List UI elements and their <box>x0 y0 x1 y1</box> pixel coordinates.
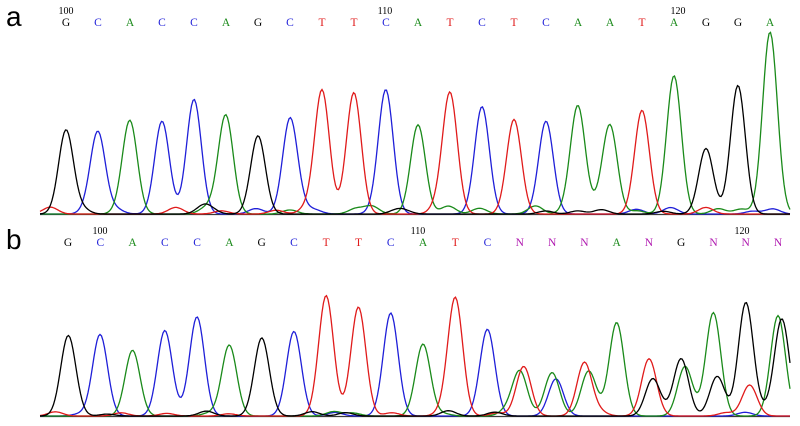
base-call-7: G <box>254 17 262 29</box>
position-label-110: 110 <box>411 226 426 237</box>
panel-label-b: b <box>6 224 22 255</box>
position-label-120: 120 <box>671 6 686 17</box>
base-call-19: N <box>645 237 654 249</box>
base-call-6: A <box>222 17 231 29</box>
trace-A <box>40 31 791 215</box>
base-call-21: G <box>702 17 710 29</box>
base-call-1: G <box>64 237 72 249</box>
trace-T <box>39 88 790 215</box>
base-call-1: G <box>62 17 70 29</box>
base-call-9: T <box>318 17 325 29</box>
base-call-16: C <box>542 17 550 29</box>
base-call-3: A <box>128 237 137 249</box>
panel-label-a: a <box>6 1 22 32</box>
base-call-12: A <box>419 237 428 249</box>
position-label-100: 100 <box>93 226 108 237</box>
base-call-3: A <box>126 17 135 29</box>
base-call-2: C <box>96 237 104 249</box>
base-call-5: C <box>190 17 198 29</box>
trace-G <box>39 84 790 215</box>
base-call-13: T <box>446 17 453 29</box>
base-call-15: N <box>516 237 525 249</box>
base-call-8: C <box>286 17 294 29</box>
base-call-16: N <box>548 237 557 249</box>
base-call-5: C <box>193 237 201 249</box>
base-call-13: T <box>452 237 459 249</box>
position-label-120: 120 <box>735 226 750 237</box>
position-label-110: 110 <box>378 6 393 17</box>
base-call-20: A <box>670 17 679 29</box>
base-call-11: C <box>382 17 390 29</box>
base-call-9: T <box>323 237 330 249</box>
base-call-18: A <box>606 17 615 29</box>
base-call-15: T <box>510 17 517 29</box>
base-call-7: G <box>257 237 265 249</box>
trace-C <box>40 89 791 215</box>
base-call-22: G <box>734 17 742 29</box>
base-call-10: T <box>355 237 362 249</box>
base-call-11: C <box>387 237 395 249</box>
base-call-10: T <box>350 17 357 29</box>
chromatogram-panel-b: G C A C C A G C T T C A T C N N N A N G N N N 100 110 120 <box>39 226 791 418</box>
base-call-14: C <box>484 237 492 249</box>
base-call-17: N <box>580 237 589 249</box>
base-call-23: A <box>766 17 775 29</box>
base-call-18: A <box>612 237 621 249</box>
base-call-22: N <box>742 237 751 249</box>
base-call-8: C <box>290 237 298 249</box>
base-call-23: N <box>774 237 783 249</box>
chromatogram-panel-a: G C A C C A G C T T C A T C T C A A T A G G A 100 110 120 <box>39 6 791 216</box>
base-call-17: A <box>574 17 583 29</box>
base-call-14: C <box>478 17 486 29</box>
base-call-4: C <box>158 17 166 29</box>
trace-T <box>39 294 790 417</box>
position-label-100: 100 <box>59 6 74 17</box>
trace-G <box>40 301 791 417</box>
base-call-21: N <box>709 237 718 249</box>
base-call-19: T <box>638 17 645 29</box>
base-call-6: A <box>225 237 234 249</box>
base-call-4: C <box>161 237 169 249</box>
base-call-2: C <box>94 17 102 29</box>
base-call-20: G <box>677 237 685 249</box>
base-call-12: A <box>414 17 423 29</box>
